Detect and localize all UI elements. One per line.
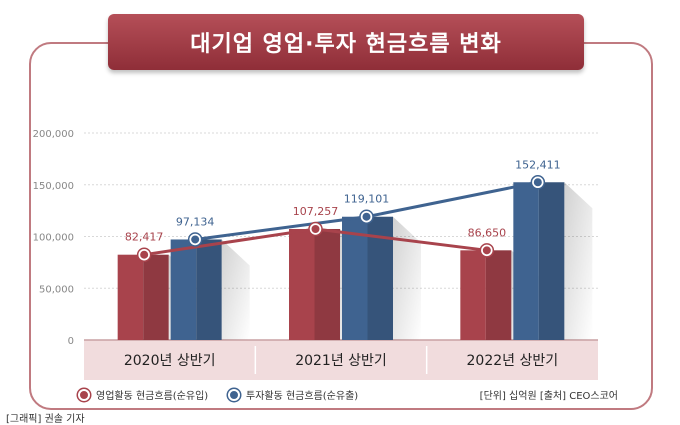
bar-operating [117, 254, 144, 340]
legend-item-operating: 영업활동 현금흐름(순유입) [78, 387, 208, 402]
data-label: 82,417 [125, 231, 164, 244]
y-tick-label: 150,000 [33, 181, 74, 192]
data-point [532, 177, 543, 188]
data-label: 107,257 [293, 205, 339, 218]
bar-shade [314, 228, 340, 340]
legend-marker-operating [78, 388, 90, 401]
data-label: 119,101 [344, 193, 390, 206]
chart-title: 대기업 영업·투자 현금흐름 변화 [190, 32, 502, 57]
bar-investing [342, 216, 368, 340]
title-banner: 대기업 영업·투자 현금흐름 변화 [108, 14, 584, 70]
bar-shade [196, 239, 222, 340]
legend-item-investing: 투자활동 현금흐름(순유출) [228, 387, 358, 402]
data-label: 86,650 [468, 226, 507, 239]
bar-shade [143, 254, 169, 340]
y-tick-label: 0 [68, 336, 74, 347]
bar-shade [538, 182, 565, 340]
bar-shade [485, 250, 512, 340]
legend-label-operating: 영업활동 현금흐름(순유입) [96, 391, 209, 402]
legend: 영업활동 현금흐름(순유입) 투자활동 현금흐름(순유출) [단위] 십억원 [… [78, 385, 618, 403]
data-point [481, 245, 492, 256]
x-category-label: 2022년 상반기 [467, 353, 559, 369]
bar-shadow [564, 182, 593, 340]
y-tick-label: 50,000 [39, 284, 74, 295]
category-band [84, 340, 598, 380]
y-tick-label: 100,000 [33, 233, 74, 244]
bar-operating [289, 228, 315, 340]
x-category-label: 2020년 상반기 [124, 353, 216, 369]
source-note: [단위] 십억원 [출처] CEO스코어 [479, 391, 618, 402]
legend-label-investing: 투자활동 현금흐름(순유출) [246, 391, 359, 402]
data-label: 152,411 [515, 158, 561, 171]
bar-shadow [393, 216, 421, 340]
data-label: 97,134 [176, 215, 215, 228]
bar-operating [460, 250, 486, 340]
graphic-credit: [그래픽] 권솔 기자 [6, 414, 85, 425]
data-point [190, 234, 201, 245]
bar-shadow [221, 239, 250, 340]
data-point [361, 211, 372, 222]
bar-investing [513, 182, 539, 340]
data-point [310, 223, 321, 234]
x-category-label: 2021년 상반기 [295, 353, 387, 369]
y-tick-label: 200,000 [33, 129, 74, 140]
data-point [139, 249, 150, 260]
bar-investing [170, 239, 197, 340]
legend-marker-investing [228, 388, 240, 401]
